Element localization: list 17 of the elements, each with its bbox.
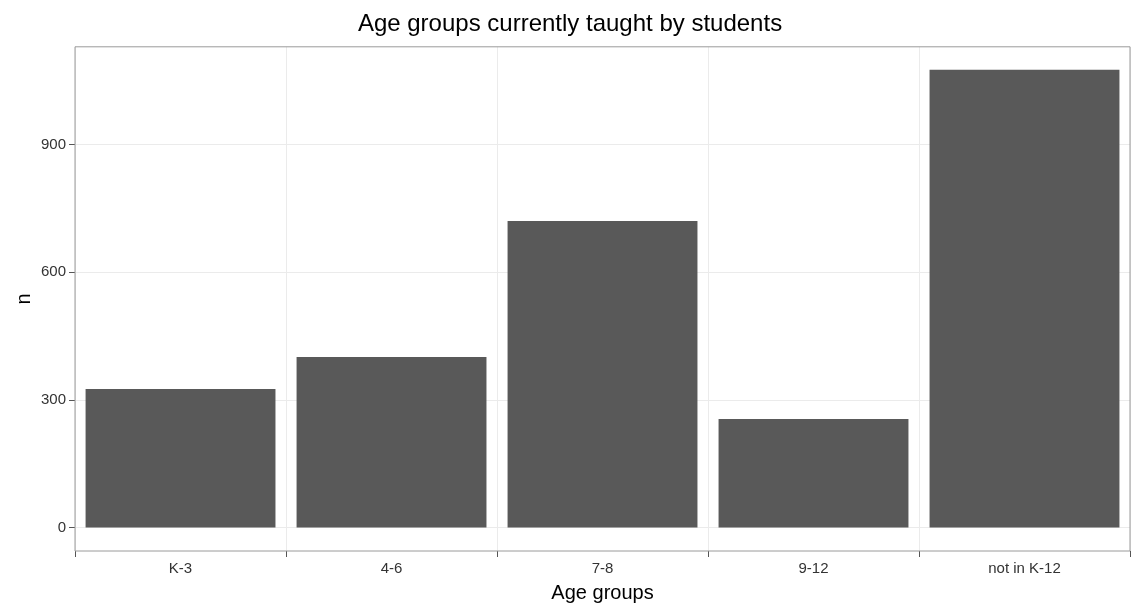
x-tick-label: not in K-12 xyxy=(988,559,1061,577)
bar xyxy=(296,357,487,528)
bar xyxy=(718,418,909,528)
y-axis-title: n xyxy=(11,293,34,305)
x-tick-label: 4-6 xyxy=(380,559,403,577)
y-tick-label: 600 xyxy=(41,262,67,280)
x-tick-label: 9-12 xyxy=(798,559,829,577)
chart-title: Age groups currently taught by students xyxy=(357,9,783,37)
x-tick-label: K-3 xyxy=(168,559,193,577)
bar xyxy=(85,389,276,528)
x-tick-label: 7-8 xyxy=(591,559,614,577)
y-tick-label: 300 xyxy=(41,390,67,408)
bar xyxy=(507,221,698,528)
bar xyxy=(929,69,1120,528)
y-tick-label: 900 xyxy=(41,134,67,152)
y-tick-label: 0 xyxy=(57,518,67,536)
x-axis-title: Age groups xyxy=(551,580,654,603)
